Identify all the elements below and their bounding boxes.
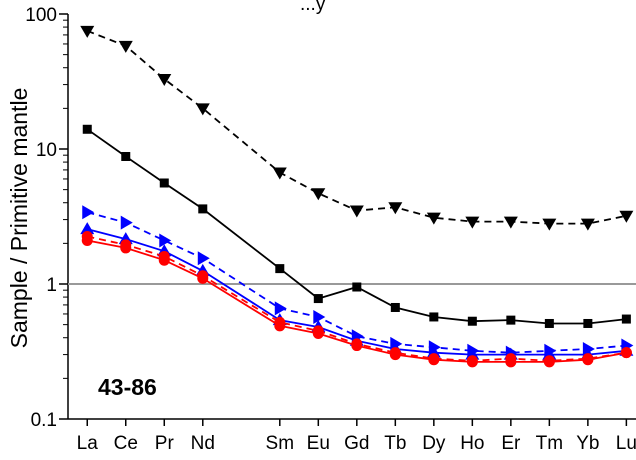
y-tick-label: 100 (25, 5, 57, 26)
x-tick-label: Er (501, 433, 521, 454)
data-point (621, 314, 631, 324)
data-point (466, 356, 478, 368)
x-tick-label: Yb (576, 433, 599, 454)
x-tick-label: Tm (536, 433, 563, 454)
data-point (198, 204, 208, 214)
data-point (503, 216, 518, 229)
series-2 (82, 124, 631, 328)
chart-title-fragment: ...y (300, 0, 326, 15)
data-point (312, 327, 324, 339)
x-tick-label: Nd (191, 433, 215, 454)
data-point (467, 316, 477, 326)
data-point (274, 301, 287, 316)
series-group (80, 25, 634, 368)
data-point (120, 242, 132, 254)
data-point (580, 218, 595, 231)
data-point (428, 354, 440, 366)
x-tick-label: Pr (155, 433, 175, 454)
data-point (583, 318, 593, 328)
data-point (157, 74, 172, 87)
data-point (389, 349, 401, 361)
x-tick-label: Gd (344, 433, 369, 454)
series-1 (80, 25, 634, 231)
data-point (544, 318, 554, 328)
data-point (426, 212, 441, 225)
x-tick-label: La (77, 433, 99, 454)
x-tick-label: Eu (307, 433, 330, 454)
sample-annotation: 43-86 (98, 374, 157, 400)
data-point (159, 233, 172, 248)
x-tick-label: Dy (422, 433, 446, 454)
data-point (582, 354, 594, 366)
y-tick-label: 10 (36, 140, 57, 161)
data-point (159, 178, 169, 188)
data-point (197, 272, 209, 284)
data-point (120, 215, 133, 230)
axes: 0.1 1 10 100 La Ce Pr Nd Sm Eu Gd Tb Dy Ho Er Tm Yb Lu (25, 5, 636, 454)
data-point (121, 151, 131, 161)
data-point (118, 40, 133, 53)
data-point (429, 312, 439, 322)
data-point (81, 235, 93, 247)
data-point (195, 103, 210, 116)
data-point (543, 356, 555, 368)
series-line (86, 128, 627, 325)
data-point (352, 282, 362, 292)
data-point (388, 202, 403, 215)
data-point (275, 264, 285, 274)
series-line (87, 239, 627, 363)
y-axis-label: Sample / Primitive mantle (6, 88, 32, 349)
x-tick-label: Tb (384, 433, 406, 454)
y-tick-label: 1 (46, 275, 57, 296)
y-tick-label: 0.1 (31, 410, 57, 431)
data-point (349, 205, 364, 218)
data-point (313, 294, 323, 304)
data-point (82, 205, 95, 220)
data-point (311, 188, 326, 201)
x-tick-label: Ce (114, 433, 138, 454)
data-point (272, 167, 287, 180)
data-point (619, 210, 634, 223)
x-tick-label: Lu (616, 433, 636, 454)
data-point (465, 216, 480, 229)
data-point (390, 302, 400, 312)
series-line (87, 211, 627, 354)
series-6 (81, 235, 632, 368)
data-point (351, 340, 363, 352)
data-point (80, 222, 95, 235)
data-point (82, 124, 92, 134)
series-line (86, 30, 627, 225)
x-tick-label: Ho (460, 433, 484, 454)
data-point (158, 254, 170, 266)
series-line (87, 235, 627, 362)
data-point (506, 315, 516, 325)
data-point (313, 309, 326, 324)
data-point (542, 218, 557, 231)
data-point (80, 25, 95, 38)
series-line (87, 228, 627, 356)
data-point (505, 356, 517, 368)
x-tick-label: Sm (266, 433, 295, 454)
data-point (620, 347, 632, 359)
data-point (274, 320, 286, 332)
data-point (197, 251, 210, 266)
